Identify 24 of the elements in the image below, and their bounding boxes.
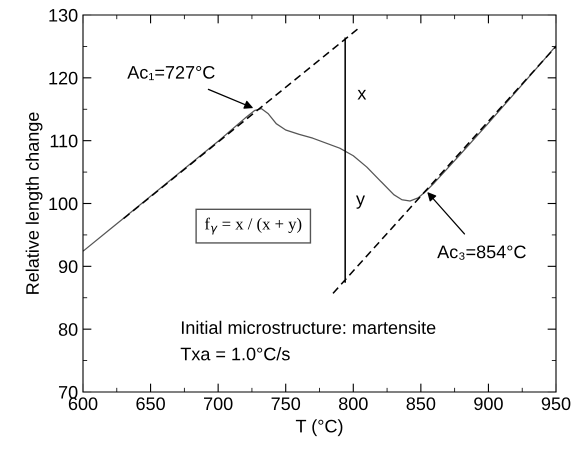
x-tick-label: 650: [136, 397, 165, 410]
x-tick-label: 950: [542, 397, 570, 410]
x-axis-title: T (°C): [296, 419, 342, 436]
y-tick-label: 70: [58, 386, 78, 399]
y-tick-label: 90: [58, 260, 78, 274]
x-tick-label: 800: [339, 397, 368, 410]
annotation: x: [358, 90, 366, 100]
annotation: Ac₁=727°C: [127, 66, 215, 80]
x-tick-label: 600: [68, 397, 98, 410]
y-tick-label: 130: [49, 8, 78, 22]
y-tick-label: 100: [49, 197, 78, 210]
annotation: Initial microstructure: martensite: [182, 320, 436, 334]
y-tick-label: 120: [49, 72, 78, 85]
x-tick-label: 700: [204, 397, 232, 410]
y-tick-label: 80: [58, 323, 78, 336]
x-tick-label: 900: [474, 397, 503, 410]
annotation: f$_{γ}$ = x / (x + y): [204, 218, 302, 235]
annotation: Txa = 1.0°C/s: [180, 347, 290, 360]
annotation: Ac₃=854°C: [437, 245, 526, 260]
y-tick-label: 110: [50, 134, 78, 148]
y-axis-title: Relative length change: [26, 112, 42, 294]
x-tick-label: 750: [272, 397, 300, 410]
x-tick-label: 850: [406, 397, 436, 410]
annotation: y: [356, 195, 365, 209]
